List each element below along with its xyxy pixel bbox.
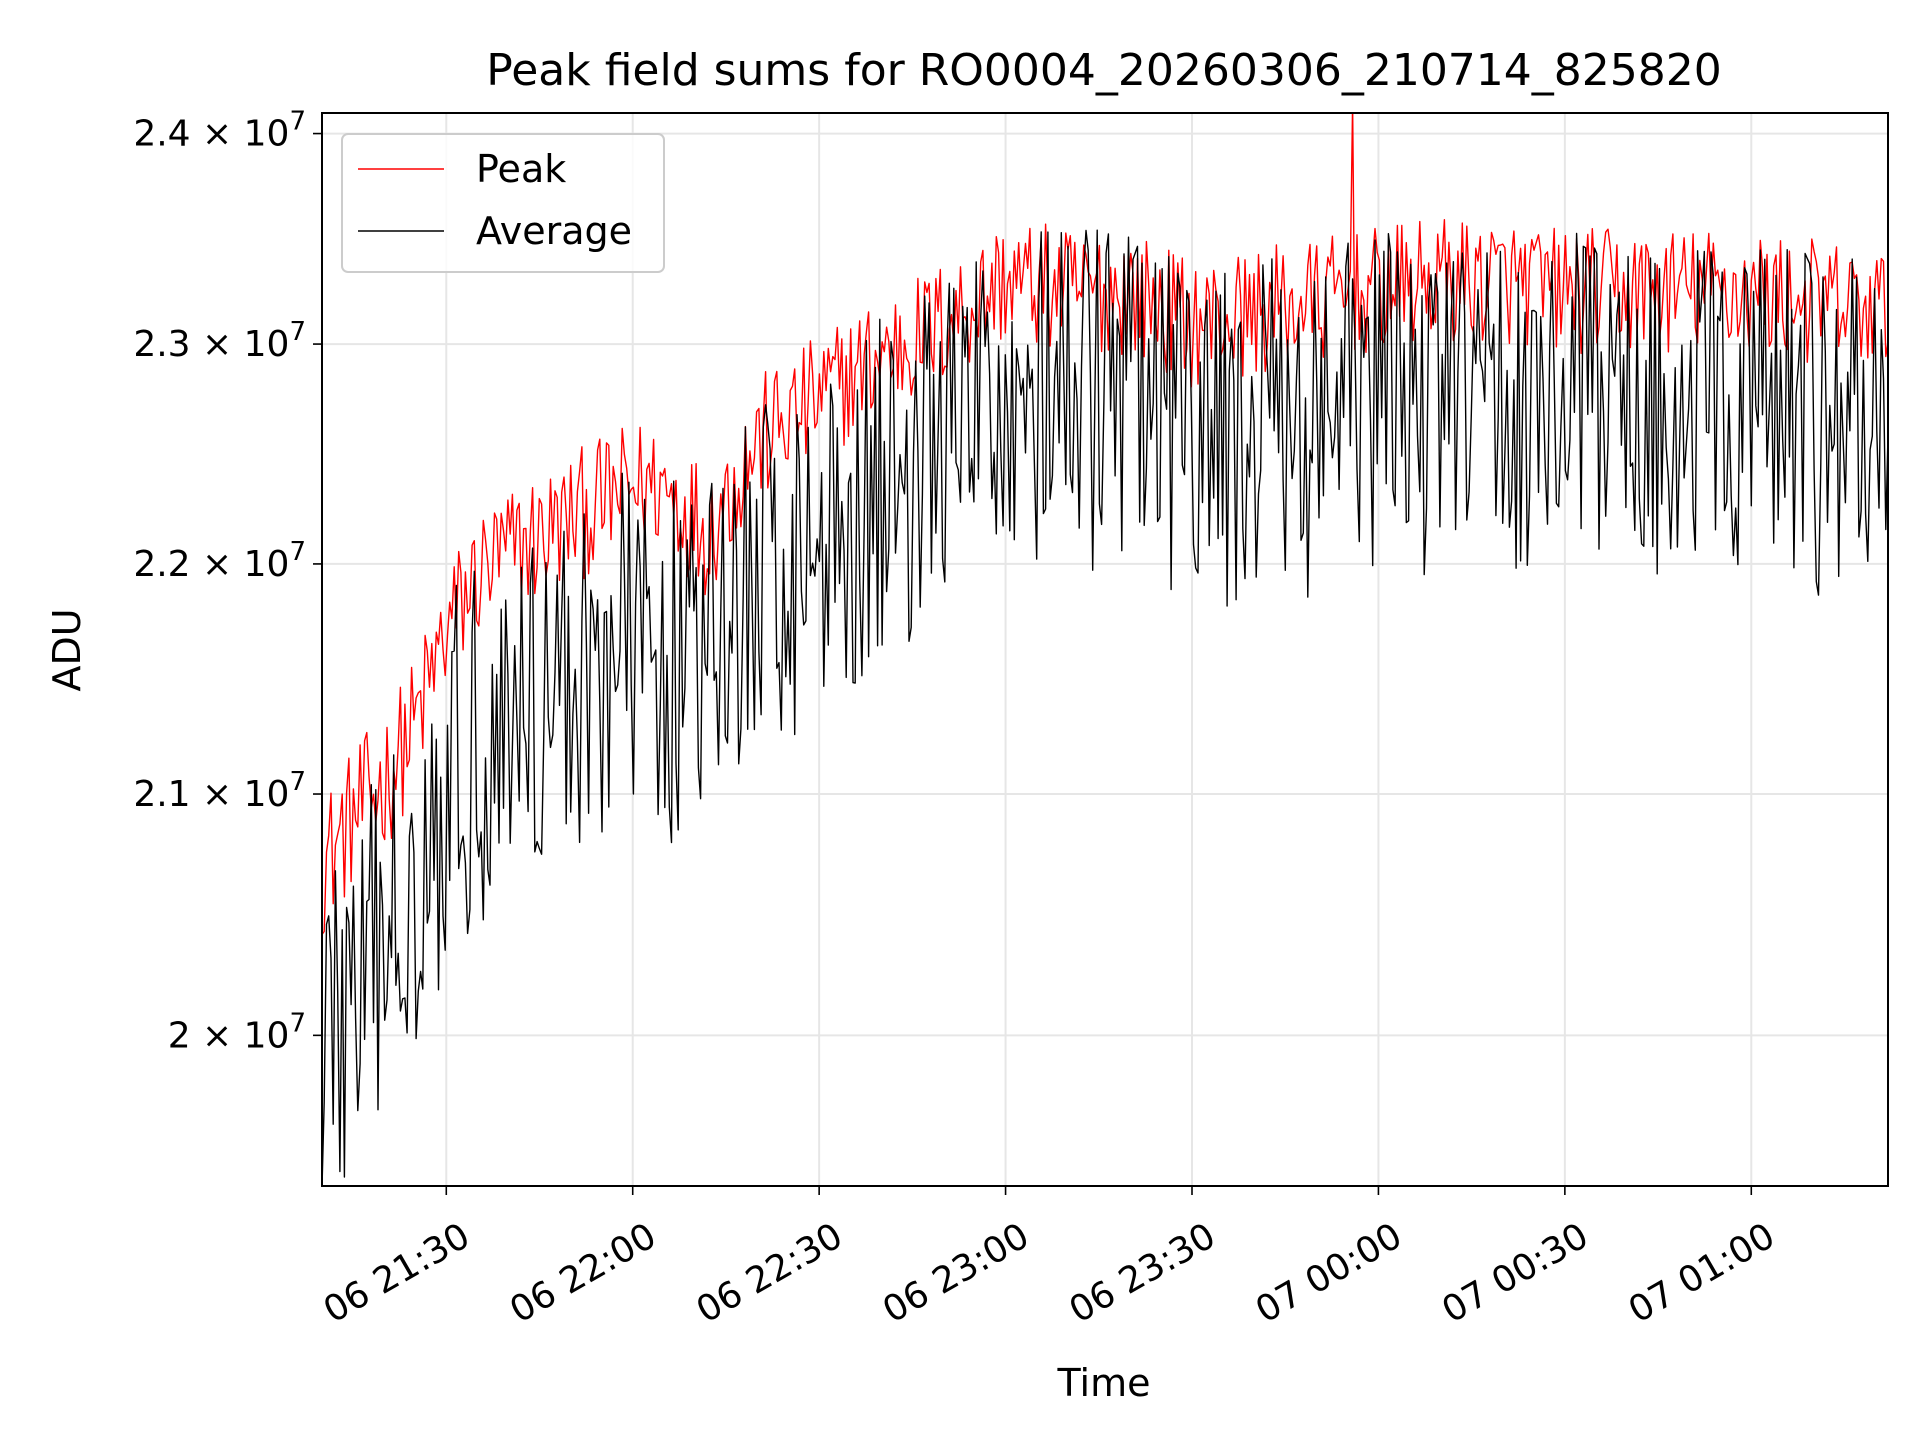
chart-title: Peak field sums for RO0004_20260306_2107… [486, 45, 1722, 96]
plot-frame [321, 112, 1889, 1187]
legend: Peak Average [341, 133, 665, 273]
series-layer [322, 113, 1888, 1186]
y-tick-label: 2.3 × 107 [133, 317, 306, 365]
y-tick-label: 2.2 × 107 [133, 537, 306, 585]
series-line-average [322, 229, 1888, 1186]
x-axis-label: Time [1057, 1361, 1151, 1405]
y-tick-label: 2.4 × 107 [133, 107, 306, 155]
legend-label-peak: Peak [476, 147, 566, 191]
y-tick-label: 2.1 × 107 [133, 767, 306, 815]
y-tick-label: 2 × 107 [168, 1008, 306, 1056]
y-axis-label: ADU [45, 608, 89, 691]
legend-label-average: Average [476, 209, 632, 253]
